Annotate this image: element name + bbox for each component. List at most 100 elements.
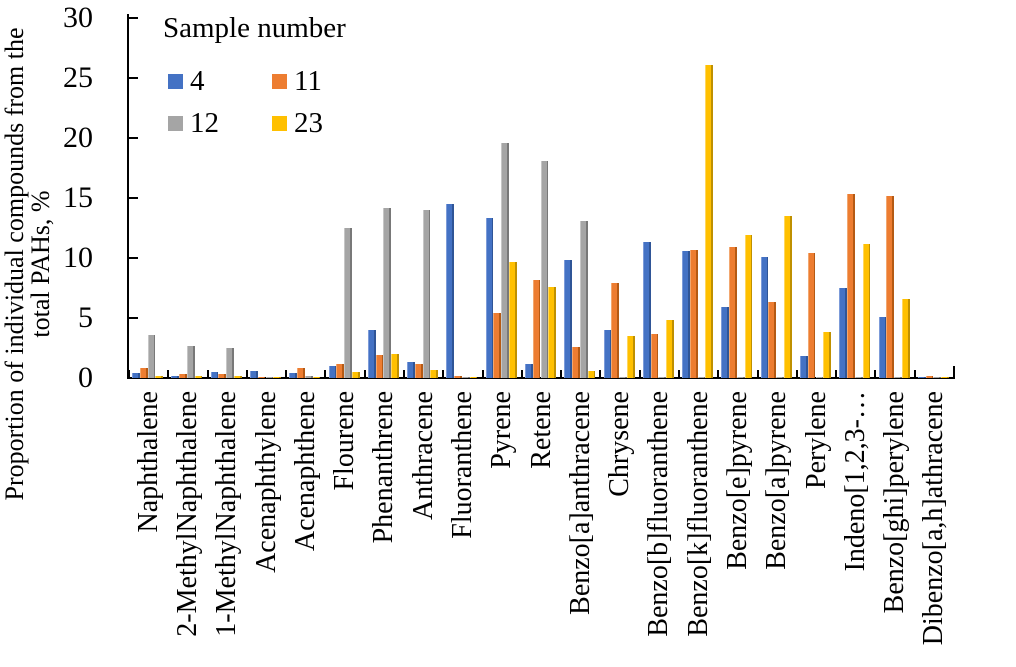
y-tick-30 bbox=[129, 17, 138, 19]
bar-Retene-sample12 bbox=[540, 161, 549, 378]
bar-Dibenzo[a,h]athracene-sample4 bbox=[917, 377, 926, 378]
legend-label: 12 bbox=[190, 107, 219, 139]
bar-Benzo[a]pyrene-sample11 bbox=[768, 302, 777, 378]
x-tick bbox=[560, 370, 563, 378]
x-tick bbox=[835, 370, 838, 378]
x-label-Acenaphthylene: Acenaphthylene bbox=[250, 391, 282, 573]
legend-item-4: 4 bbox=[168, 66, 205, 96]
bar-Benzo[k]fluoranthene-sample23 bbox=[705, 65, 714, 378]
bar-Benzo[k]fluoranthene-sample4 bbox=[682, 251, 690, 378]
bar-2-MethylNaphthalene-sample4 bbox=[171, 376, 180, 378]
bar-Acenaphthylene-sample4 bbox=[249, 371, 258, 378]
bar-Fluoranthene-sample23 bbox=[469, 377, 478, 378]
y-tick-15 bbox=[129, 197, 138, 199]
bar-Fluoranthene-sample12 bbox=[461, 377, 470, 378]
y-tick-label-20: 20 bbox=[63, 121, 93, 154]
bar-Acenaphthylene-sample12 bbox=[265, 377, 274, 378]
bar-Benzo[e]pyrene-sample12 bbox=[736, 377, 745, 378]
bar-Fluoranthene-sample4 bbox=[446, 204, 455, 378]
bar-Flourene-sample12 bbox=[344, 228, 352, 378]
x-tick bbox=[128, 370, 130, 378]
bar-Perylene-sample11 bbox=[807, 253, 816, 378]
y-tick-label-0: 0 bbox=[78, 361, 93, 394]
bar-Acenaphthylene-sample11 bbox=[257, 377, 266, 378]
x-tick bbox=[756, 370, 759, 378]
bar-Chrysene-sample4 bbox=[603, 330, 612, 378]
bar-Pyrene-sample12 bbox=[501, 143, 509, 378]
x-tick bbox=[442, 370, 445, 378]
bar-Benzo[b]fluoranthene-sample23 bbox=[666, 320, 674, 378]
y-tick-label-30: 30 bbox=[63, 1, 93, 34]
y-tick-10 bbox=[129, 257, 138, 259]
bar-Fluoranthene-sample11 bbox=[454, 376, 462, 378]
x-tick bbox=[167, 370, 170, 378]
bar-Phenanthrene-sample11 bbox=[375, 355, 384, 378]
x-tick bbox=[874, 370, 877, 378]
bar-Pyrene-sample11 bbox=[493, 313, 502, 378]
x-tick bbox=[520, 370, 523, 378]
bar-Benzo[a]pyrene-sample12 bbox=[776, 377, 784, 378]
x-label-Acenaphthene: Acenaphthene bbox=[289, 391, 321, 552]
bar-Anthracene-sample12 bbox=[422, 210, 431, 378]
x-tick bbox=[245, 370, 248, 378]
legend-label: 23 bbox=[294, 107, 323, 139]
y-tick-label-5: 5 bbox=[78, 301, 93, 334]
x-label-2-MethylNaphthalene: 2-MethylNaphthalene bbox=[171, 391, 203, 637]
bar-1-MethylNaphthalene-sample23 bbox=[234, 376, 242, 378]
legend-swatch-23 bbox=[272, 115, 287, 131]
bar-Pyrene-sample23 bbox=[509, 262, 517, 378]
bar-Anthracene-sample4 bbox=[407, 362, 415, 378]
bar-Phenanthrene-sample4 bbox=[367, 330, 376, 378]
bar-Anthracene-sample11 bbox=[414, 364, 423, 378]
x-tick bbox=[285, 370, 288, 378]
bar-1-MethylNaphthalene-sample4 bbox=[210, 372, 219, 378]
bar-Retene-sample23 bbox=[548, 287, 557, 378]
bar-Dibenzo[a,h]athracene-sample12 bbox=[933, 377, 942, 378]
x-tick bbox=[403, 370, 405, 378]
bar-Indeno[1,2,3-…-sample23 bbox=[862, 244, 871, 378]
x-label-Anthracene: Anthracene bbox=[407, 391, 439, 521]
bar-Benzo[ghi]perylene-sample23 bbox=[901, 299, 910, 378]
bar-Chrysene-sample23 bbox=[626, 336, 635, 378]
bar-Benzo[e]pyrene-sample11 bbox=[729, 247, 737, 378]
legend-item-11: 11 bbox=[272, 66, 322, 96]
legend-item-23: 23 bbox=[272, 108, 323, 138]
bar-Benzo[b]fluoranthene-sample11 bbox=[650, 334, 659, 378]
x-label-Perylene: Perylene bbox=[800, 391, 832, 489]
bar-Benzo[a]anthracene-sample23 bbox=[587, 371, 596, 378]
bar-Naphthalene-sample4 bbox=[132, 373, 140, 378]
bar-Perylene-sample12 bbox=[815, 377, 824, 378]
x-label-Benzo[b]fluoranthene: Benzo[b]fluoranthene bbox=[643, 391, 675, 637]
bar-Indeno[1,2,3-…-sample12 bbox=[854, 377, 863, 378]
bar-1-MethylNaphthalene-sample11 bbox=[218, 374, 227, 378]
bar-Acenaphthene-sample11 bbox=[297, 368, 305, 378]
x-label-Benzo[e]pyrene: Benzo[e]pyrene bbox=[721, 391, 753, 570]
bar-Dibenzo[a,h]athracene-sample11 bbox=[925, 376, 934, 378]
y-tick-5 bbox=[129, 317, 138, 319]
x-tick bbox=[363, 370, 366, 378]
x-label-Chrysene: Chrysene bbox=[604, 391, 636, 497]
legend-label: 11 bbox=[294, 65, 322, 97]
bar-Benzo[k]fluoranthene-sample12 bbox=[697, 377, 706, 378]
x-tick bbox=[599, 370, 602, 378]
bar-Naphthalene-sample11 bbox=[139, 368, 148, 378]
x-label-Pyrene: Pyrene bbox=[486, 391, 518, 469]
bar-Benzo[ghi]perylene-sample11 bbox=[886, 196, 895, 378]
legend-label: 4 bbox=[190, 65, 205, 97]
x-tick bbox=[795, 370, 798, 378]
x-tick bbox=[481, 370, 484, 378]
y-tick-20 bbox=[129, 137, 138, 139]
bar-Benzo[b]fluoranthene-sample12 bbox=[658, 377, 667, 378]
x-label-Phenanthrene: Phenanthrene bbox=[368, 391, 400, 544]
bar-Benzo[b]fluoranthene-sample4 bbox=[642, 242, 651, 378]
bar-1-MethylNaphthalene-sample12 bbox=[226, 348, 234, 378]
x-tick bbox=[206, 370, 209, 378]
x-label-1-MethylNaphthalene: 1-MethylNaphthalene bbox=[211, 391, 243, 637]
bar-Anthracene-sample23 bbox=[430, 370, 439, 378]
bar-Benzo[a]pyrene-sample23 bbox=[784, 216, 792, 378]
y-tick-label-10: 10 bbox=[63, 241, 93, 274]
bar-Dibenzo[a,h]athracene-sample23 bbox=[941, 377, 949, 378]
y-tick-label-15: 15 bbox=[63, 181, 93, 214]
bar-Benzo[k]fluoranthene-sample11 bbox=[689, 250, 698, 378]
